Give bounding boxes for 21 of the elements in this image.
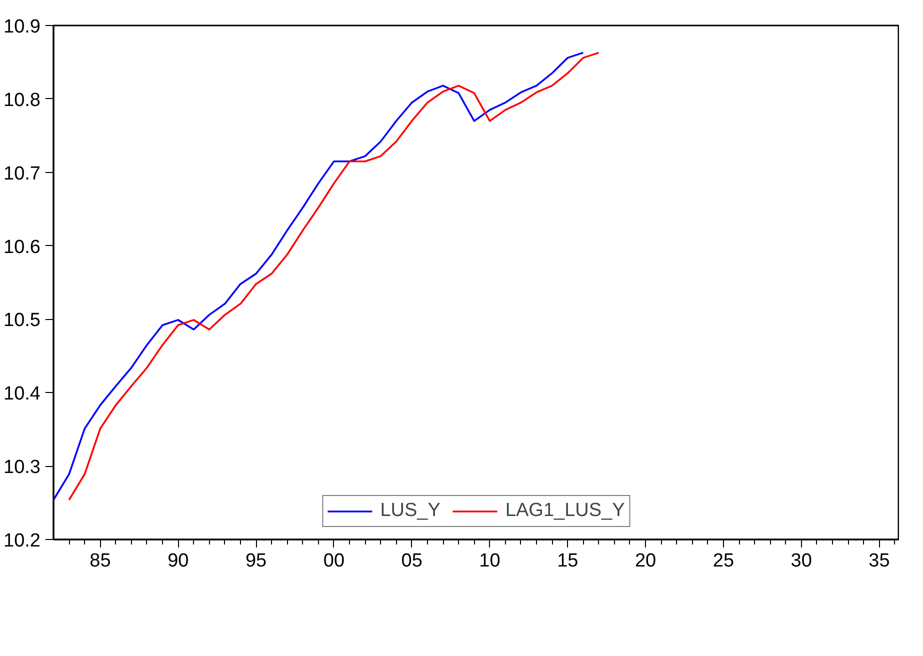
y-tick-label: 10.9 [4,16,41,38]
x-tick-label: 15 [557,550,578,572]
y-tick-label: 10.5 [4,310,41,332]
legend-label: LUS_Y [380,500,440,522]
legend-label: LAG1_LUS_Y [505,500,625,522]
x-tick-label: 20 [634,550,656,572]
y-tick-label: 10.8 [4,90,41,111]
x-tick-label: 90 [168,550,189,572]
y-tick-label: 10.6 [4,236,41,258]
x-tick-label: 85 [90,550,111,572]
x-tick-label: 10 [479,550,500,572]
y-tick-label: 10.3 [4,457,41,478]
x-tick-label: 05 [401,550,422,572]
x-tick-label: 00 [323,550,345,572]
x-tick-label: 25 [712,550,734,572]
x-tick-label: 95 [245,550,267,572]
x-tick-label: 30 [790,550,812,572]
y-tick-label: 10.7 [4,163,41,184]
x-tick-label: 35 [868,550,890,572]
y-tick-label: 10.4 [4,384,41,405]
y-tick-label: 10.2 [4,530,41,552]
